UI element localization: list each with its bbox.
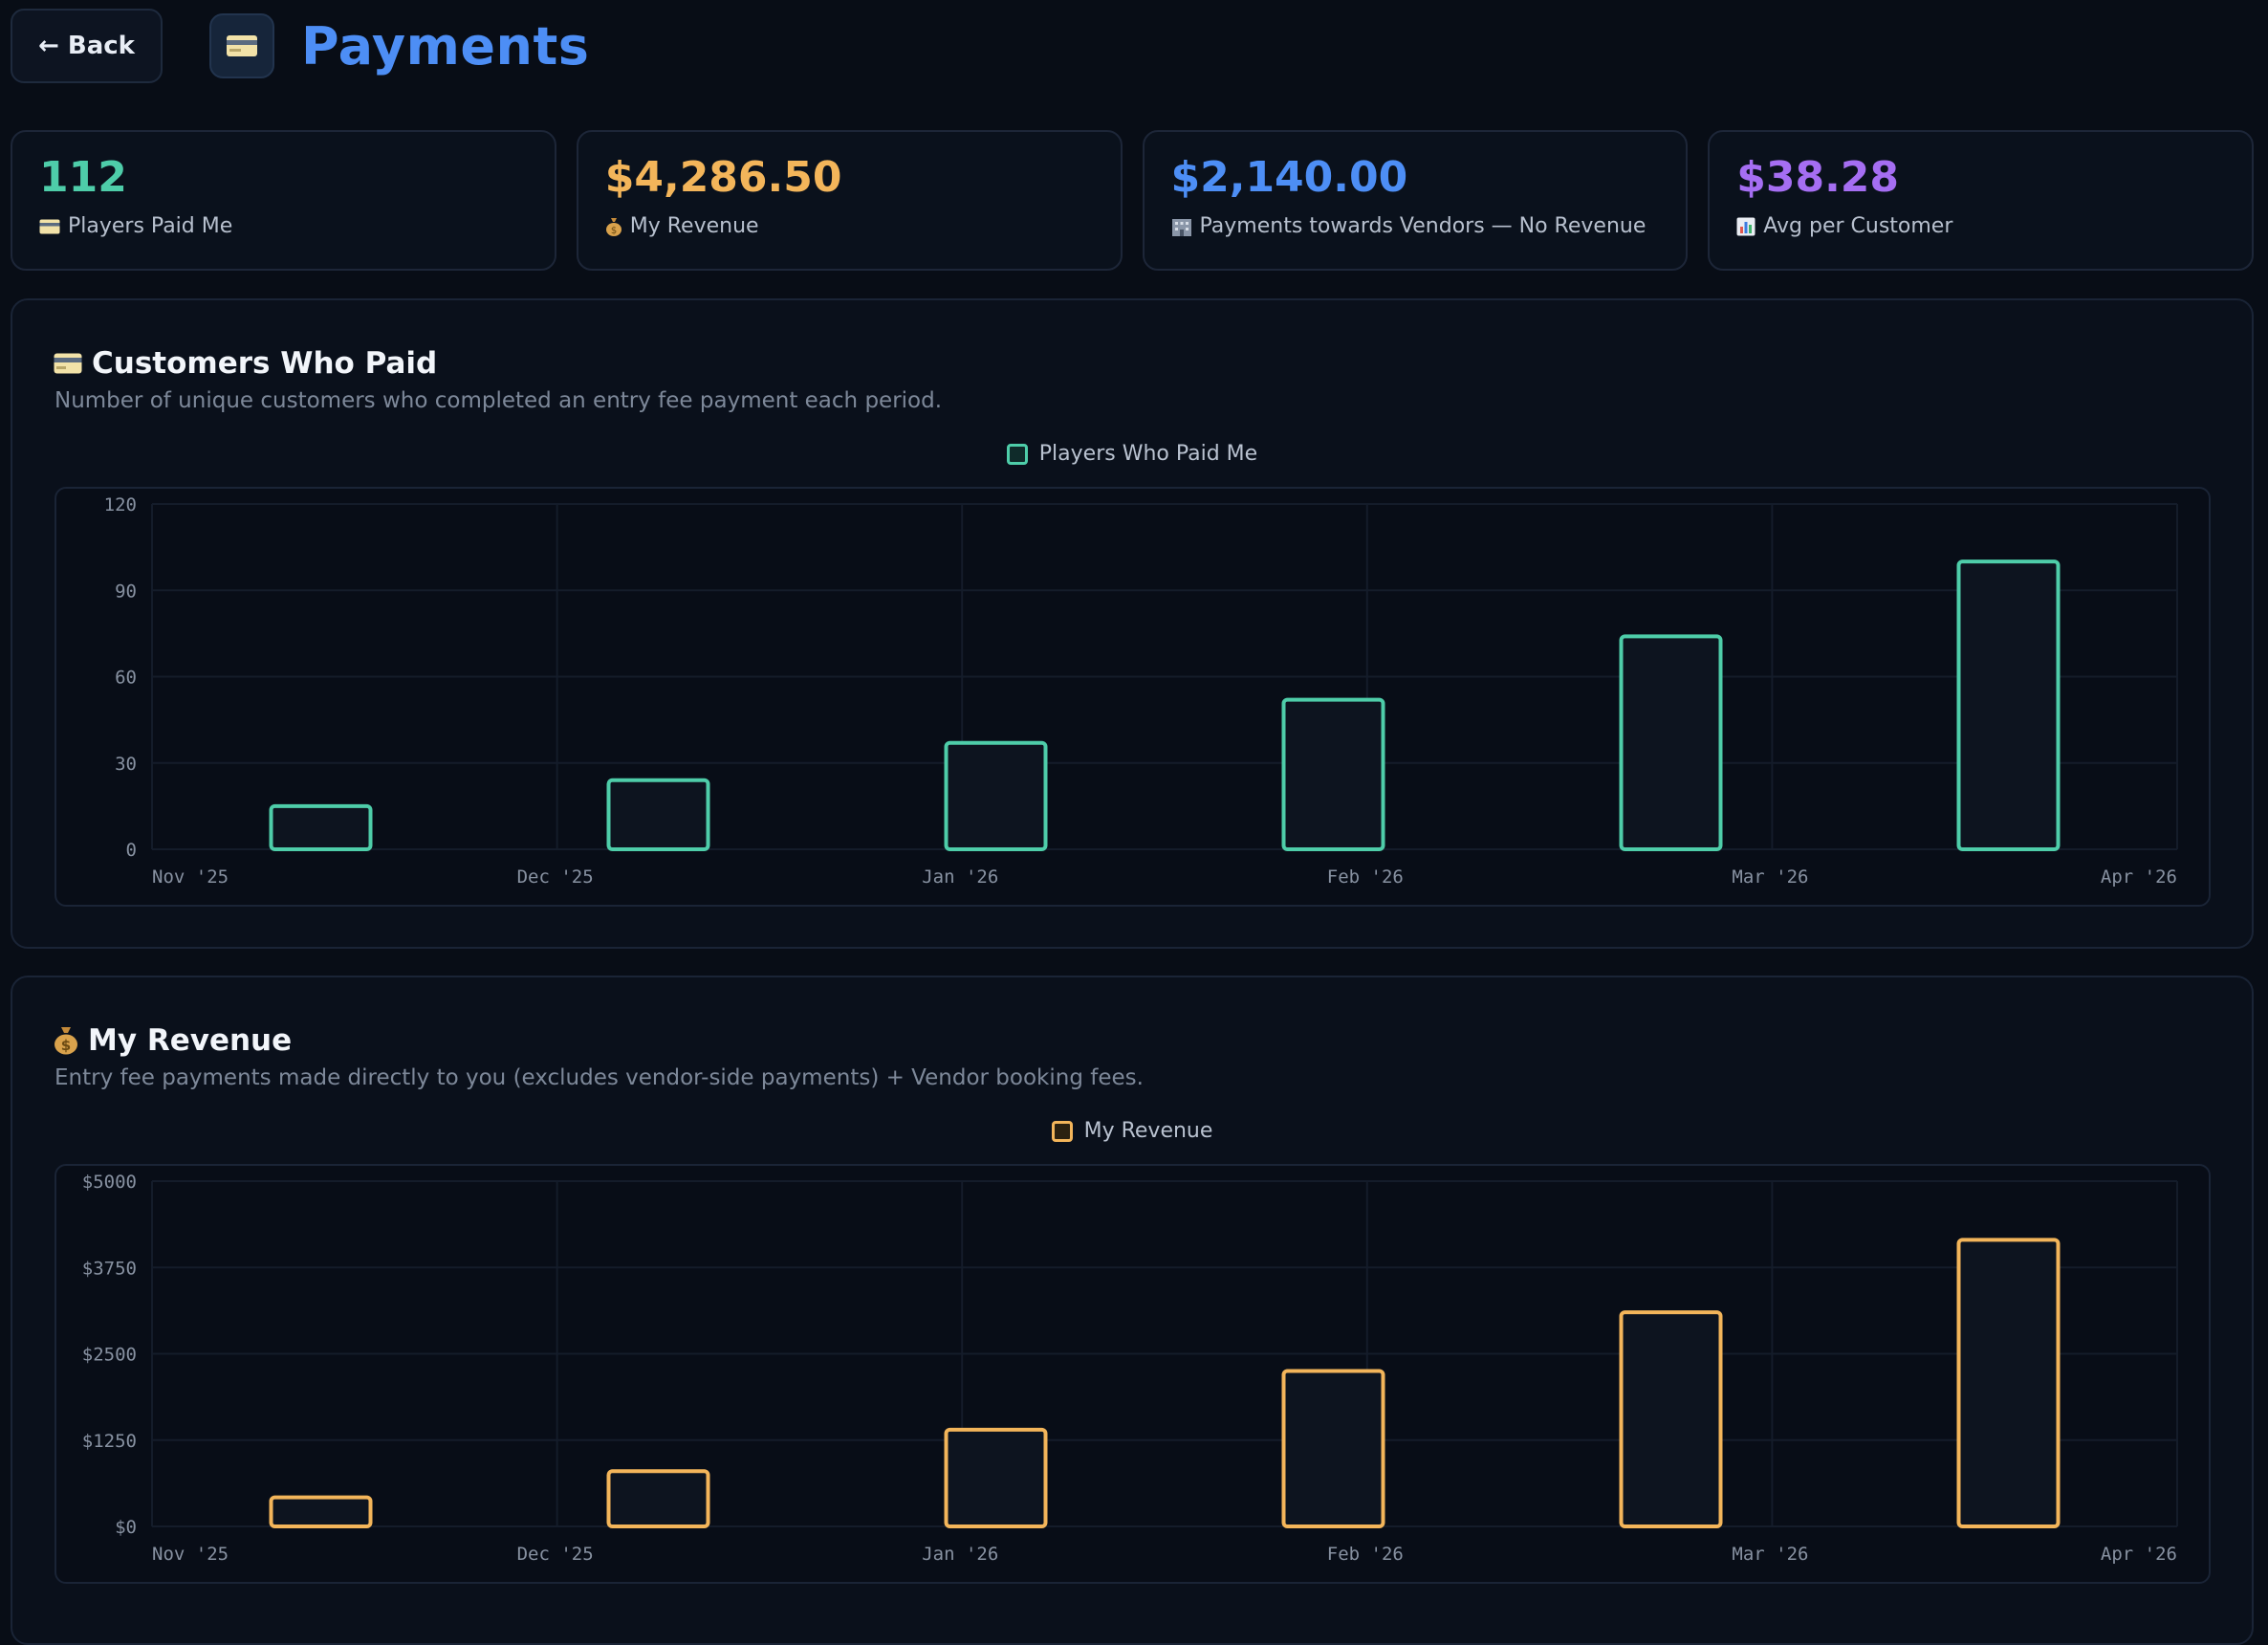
bar[interactable]	[606, 1469, 710, 1528]
credit-card-icon	[209, 13, 274, 78]
panel-subtitle: Entry fee payments made directly to you …	[55, 1065, 1144, 1090]
y-tick-label: $3750	[82, 1258, 137, 1279]
building-icon	[1171, 218, 1191, 236]
bar[interactable]	[944, 740, 1048, 852]
y-tick-label: $2500	[82, 1345, 137, 1366]
x-tick-label: Nov '25	[152, 866, 229, 888]
chart-legend[interactable]: My Revenue	[12, 1119, 2252, 1143]
y-tick-label: 30	[115, 754, 137, 775]
x-tick-label: Jan '26	[922, 1544, 998, 1565]
panel-subtitle: Number of unique customers who completed…	[55, 388, 943, 413]
stat-card-vendor-payments: $2,140.00 Payments towards Vendors — No …	[1142, 130, 1689, 271]
bar-chart-icon	[1736, 217, 1756, 235]
svg-text:$: $	[611, 226, 617, 236]
page-header: ← Back Payments	[11, 9, 589, 83]
y-tick-label: 120	[104, 494, 137, 515]
stat-label-row: Payments towards Vendors — No Revenue	[1171, 214, 1687, 238]
back-button-label: ← Back	[38, 32, 135, 60]
panel-title: Customers Who Paid	[92, 346, 438, 381]
x-tick-label: Feb '26	[1327, 1544, 1404, 1565]
customers-paid-chart-svg: 0 30 60 90 120 Nov '25 Dec '25 Jan '26 Feb '26 Ma…	[104, 494, 2178, 888]
x-tick-label: Feb '26	[1327, 866, 1404, 888]
y-tick-label: 90	[115, 581, 137, 602]
y-tick-label: 0	[126, 840, 137, 861]
stat-label: Players Paid Me	[68, 214, 233, 238]
bar[interactable]	[606, 778, 710, 851]
money-bag-icon: $	[55, 1027, 77, 1055]
stat-label: Payments towards Vendors — No Revenue	[1199, 214, 1646, 238]
x-tick-label: Apr '26	[2101, 866, 2177, 888]
panel-title-row: $ My Revenue	[54, 1023, 292, 1058]
y-tick-label: $0	[115, 1517, 137, 1538]
chart-legend[interactable]: Players Who Paid Me	[12, 442, 2252, 466]
stat-card-avg-per-customer: $38.28 Avg per Customer	[1708, 130, 2254, 271]
revenue-chart-svg: $0 $1250 $2500 $3750 $5000 Nov '25 Dec '25 Jan …	[82, 1172, 2178, 1565]
x-tick-label: Mar '26	[1732, 1544, 1808, 1565]
y-tick-label: $5000	[82, 1172, 137, 1193]
revenue-chart: $0 $1250 $2500 $3750 $5000 Nov '25 Dec '25 Jan …	[55, 1164, 2211, 1584]
stat-value: $4,286.50	[604, 153, 842, 202]
credit-card-icon	[54, 353, 82, 374]
money-bag-icon: $	[605, 217, 622, 236]
y-tick-label: $1250	[82, 1431, 137, 1452]
stat-label: Avg per Customer	[1763, 214, 1953, 238]
bar[interactable]	[1619, 634, 1723, 851]
revenue-panel: $ My Revenue Entry fee payments made dir…	[11, 976, 2254, 1645]
legend-label: My Revenue	[1083, 1119, 1213, 1143]
stat-value: $38.28	[1736, 153, 1900, 202]
stat-card-players-paid: 112 Players Paid Me	[11, 130, 556, 271]
bar[interactable]	[269, 803, 373, 851]
x-tick-label: Nov '25	[152, 1544, 229, 1565]
svg-text:$: $	[61, 1037, 71, 1054]
legend-label: Players Who Paid Me	[1038, 442, 1258, 466]
x-tick-label: Apr '26	[2101, 1544, 2177, 1565]
back-button[interactable]: ← Back	[11, 9, 163, 83]
stat-label-row: $ My Revenue	[605, 214, 1121, 238]
customers-paid-panel: Customers Who Paid Number of unique cust…	[11, 298, 2254, 949]
stats-row: 112 Players Paid Me $4,286.50 $ My Reven…	[11, 130, 2254, 271]
stat-card-revenue: $4,286.50 $ My Revenue	[576, 130, 1123, 271]
bar[interactable]	[1956, 559, 2061, 852]
legend-swatch	[1051, 1120, 1073, 1142]
y-tick-label: 60	[115, 668, 137, 689]
stat-label-row: Avg per Customer	[1736, 214, 2252, 238]
credit-card-icon	[39, 219, 60, 233]
page-title: Payments	[301, 15, 590, 77]
bar[interactable]	[1956, 1238, 2061, 1529]
stat-label: My Revenue	[629, 214, 759, 238]
customers-paid-chart: 0 30 60 90 120 Nov '25 Dec '25 Jan '26 Feb '26 Ma…	[55, 487, 2211, 907]
panel-title-row: Customers Who Paid	[54, 346, 437, 381]
bar[interactable]	[1281, 1369, 1385, 1528]
panel-title: My Revenue	[88, 1023, 293, 1058]
stat-value: $2,140.00	[1170, 153, 1408, 202]
x-tick-label: Mar '26	[1732, 866, 1808, 888]
x-tick-label: Jan '26	[922, 866, 998, 888]
bar[interactable]	[269, 1495, 373, 1528]
bar[interactable]	[1281, 697, 1385, 851]
stat-value: 112	[39, 153, 127, 202]
legend-swatch	[1006, 443, 1028, 465]
x-tick-label: Dec '25	[517, 1544, 594, 1565]
x-tick-label: Dec '25	[517, 866, 594, 888]
stat-label-row: Players Paid Me	[39, 214, 555, 238]
bar[interactable]	[944, 1427, 1048, 1529]
bar[interactable]	[1619, 1310, 1723, 1528]
